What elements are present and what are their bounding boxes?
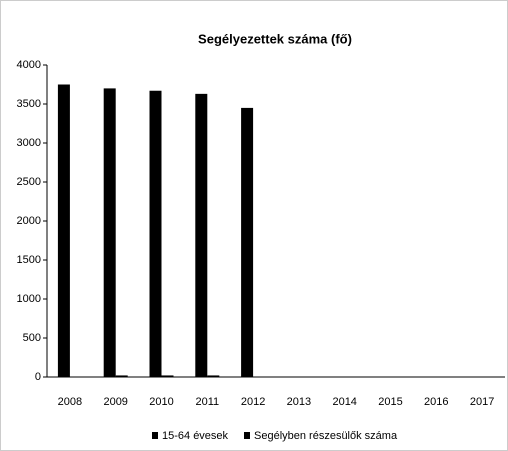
x-tick-label: 2010 xyxy=(149,396,173,408)
bar xyxy=(195,93,208,378)
x-tick-label: 2015 xyxy=(378,396,402,408)
y-tick-label: 3500 xyxy=(17,98,41,110)
bar xyxy=(161,375,174,377)
x-tick-label: 2012 xyxy=(241,396,265,408)
x-tick-label: 2013 xyxy=(287,396,311,408)
legend-marker xyxy=(152,432,158,439)
x-tick-label: 2011 xyxy=(195,396,219,408)
y-tick-label: 0 xyxy=(35,371,41,383)
chart-title: Segélyezettek száma (fő) xyxy=(198,31,352,46)
bar xyxy=(149,90,162,378)
y-tick-label: 1000 xyxy=(17,293,41,305)
legend-label: Segélyben részesülők száma xyxy=(254,430,398,442)
bar xyxy=(241,107,254,378)
y-tick-label: 1500 xyxy=(17,254,41,266)
x-tick-label: 2008 xyxy=(58,396,82,408)
x-tick-label: 2016 xyxy=(424,396,448,408)
y-tick-label: 3000 xyxy=(17,137,41,149)
bar xyxy=(57,84,70,377)
y-tick-label: 2000 xyxy=(17,215,41,227)
x-tick-label: 2014 xyxy=(332,396,356,408)
legend-marker xyxy=(244,432,250,439)
y-tick-label: 2500 xyxy=(17,176,41,188)
x-tick-label: 2017 xyxy=(470,396,494,408)
x-tick-label: 2009 xyxy=(103,396,127,408)
y-tick-label: 500 xyxy=(23,332,41,344)
bar xyxy=(103,88,116,378)
y-tick-label: 4000 xyxy=(17,59,41,71)
bar xyxy=(115,375,128,377)
bar xyxy=(207,375,220,377)
legend-label: 15-64 évesek xyxy=(162,430,229,442)
